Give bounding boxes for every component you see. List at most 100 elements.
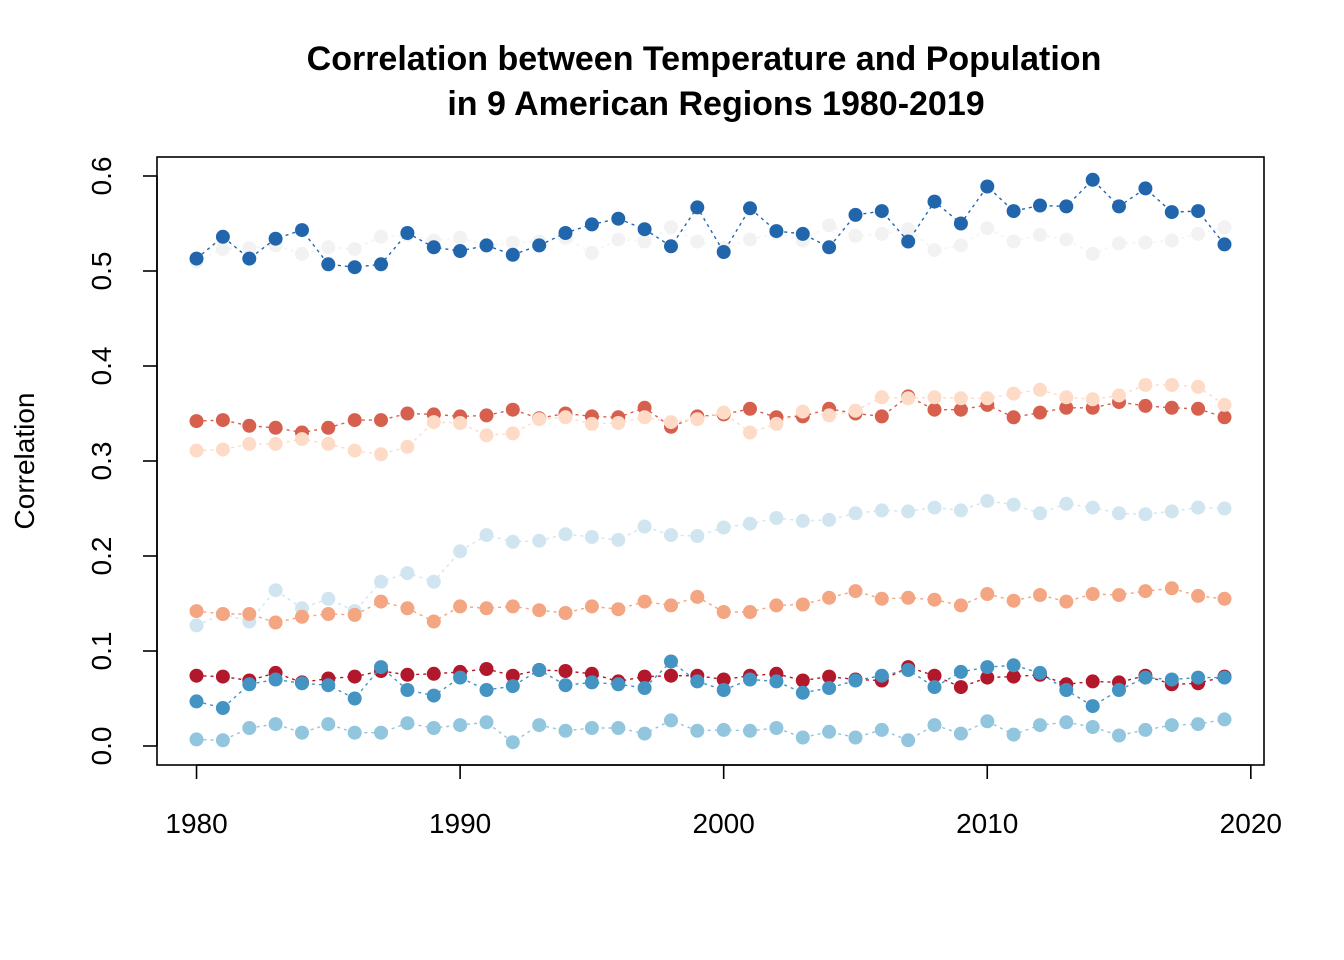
- series-5-line: [196, 500, 1225, 627]
- data-point: [901, 663, 916, 677]
- data-point: [1006, 669, 1021, 684]
- series-5: [189, 493, 1232, 633]
- data-point: [1059, 232, 1074, 247]
- data-point: [874, 390, 889, 405]
- data-point: [743, 232, 757, 247]
- x-tick-label: 2010: [956, 808, 1018, 839]
- data-point: [321, 717, 336, 732]
- data-point: [479, 408, 494, 423]
- data-point: [795, 404, 810, 419]
- data-point: [743, 672, 757, 687]
- data-point: [1006, 386, 1021, 401]
- data-point: [901, 733, 916, 748]
- series-1-line: [196, 224, 1225, 263]
- data-point: [795, 226, 810, 241]
- data-point: [558, 226, 573, 240]
- data-point: [1217, 501, 1232, 516]
- data-point: [374, 725, 388, 740]
- data-point: [980, 660, 995, 675]
- y-axis: 0.0 0.1 0.2 0.3 0.4 0.5 0.6: [86, 157, 158, 765]
- data-point: [611, 532, 626, 547]
- data-point: [1191, 588, 1206, 603]
- data-point: [532, 238, 547, 253]
- data-point: [400, 226, 415, 240]
- data-point: [1085, 246, 1100, 261]
- x-tick-label: 2000: [693, 808, 755, 839]
- data-point: [901, 234, 916, 249]
- data-point: [242, 418, 257, 433]
- data-point: [953, 726, 968, 741]
- data-point: [374, 594, 388, 609]
- data-point: [584, 530, 599, 544]
- data-point: [1085, 500, 1100, 515]
- data-point: [927, 194, 942, 209]
- data-point: [1138, 670, 1153, 685]
- data-point: [347, 242, 362, 257]
- data-point: [980, 587, 995, 601]
- data-point: [374, 447, 388, 462]
- data-point: [347, 691, 362, 706]
- data-point: [321, 420, 336, 435]
- data-point: [1138, 181, 1153, 196]
- data-point: [242, 677, 257, 692]
- data-point: [1191, 204, 1206, 219]
- data-point: [1164, 581, 1179, 596]
- data-point: [611, 602, 626, 617]
- data-point: [426, 721, 441, 735]
- data-point: [242, 721, 257, 735]
- data-point: [321, 257, 336, 272]
- data-point: [426, 240, 441, 255]
- data-point: [822, 590, 837, 605]
- data-point: [242, 436, 257, 451]
- data-point: [1217, 410, 1232, 425]
- data-point: [189, 732, 204, 747]
- data-point: [848, 506, 863, 521]
- data-point: [479, 528, 494, 543]
- data-point: [848, 403, 863, 418]
- data-point: [268, 672, 283, 687]
- data-point: [716, 672, 731, 687]
- data-point: [769, 721, 784, 735]
- data-point: [558, 678, 573, 693]
- data-point: [558, 664, 573, 678]
- data-point: [980, 670, 995, 685]
- data-point: [479, 715, 494, 730]
- data-point: [479, 601, 494, 616]
- data-point: [611, 721, 626, 735]
- series-2: [189, 172, 1232, 275]
- data-point: [400, 716, 415, 731]
- data-point: [690, 674, 705, 689]
- data-point: [664, 220, 678, 235]
- data-point: [1085, 392, 1100, 407]
- data-point: [189, 251, 204, 266]
- data-point: [716, 722, 731, 737]
- data-point: [1033, 198, 1047, 213]
- data-point: [295, 432, 309, 447]
- data-point: [795, 730, 810, 745]
- data-point: [347, 413, 362, 428]
- data-point: [1112, 388, 1126, 403]
- data-point: [1059, 594, 1074, 609]
- x-tick-label: 2020: [1220, 808, 1282, 839]
- data-point: [321, 240, 336, 255]
- series-6: [189, 581, 1232, 630]
- data-point: [901, 222, 916, 237]
- data-point: [268, 717, 283, 732]
- data-point: [374, 257, 388, 272]
- data-point: [743, 401, 757, 416]
- data-point: [743, 425, 757, 440]
- data-point: [532, 603, 547, 618]
- data-point: [295, 609, 309, 624]
- data-point: [1006, 727, 1021, 742]
- data-point: [532, 533, 547, 548]
- data-point: [1217, 670, 1232, 685]
- data-point: [505, 426, 520, 441]
- y-tick-label: 0.1: [86, 632, 117, 671]
- chart-title: Correlation between Temperature and Popu…: [307, 40, 1102, 78]
- data-point: [874, 668, 889, 683]
- data-point: [1191, 670, 1206, 685]
- data-point: [1006, 497, 1021, 512]
- data-point: [822, 681, 837, 695]
- y-tick-label: 0.4: [86, 347, 117, 386]
- data-point: [953, 664, 968, 679]
